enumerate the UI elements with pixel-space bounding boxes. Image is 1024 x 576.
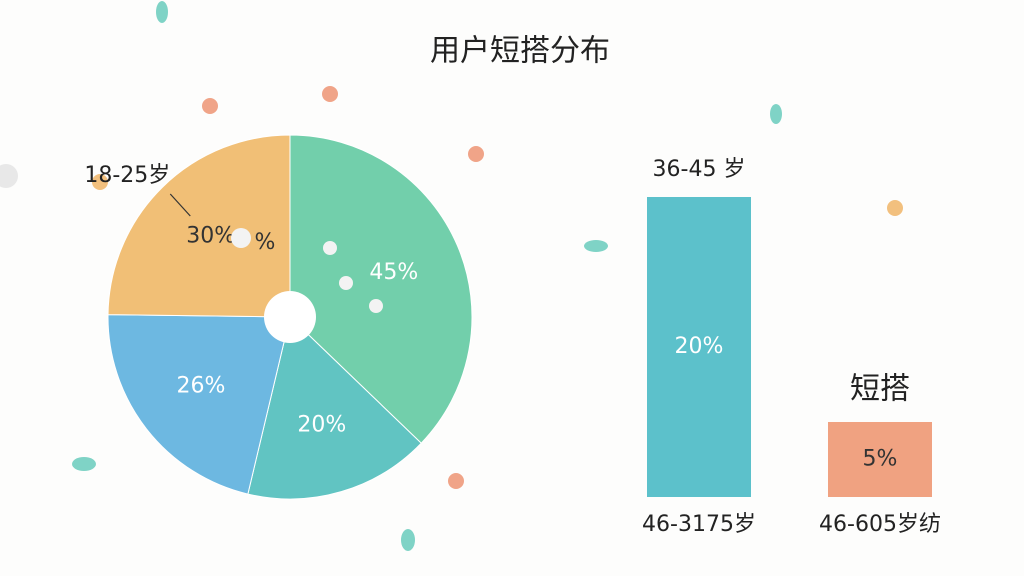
leader-line	[169, 193, 191, 217]
chart-title: 用户短搭分布	[430, 34, 610, 69]
bar	[647, 197, 751, 497]
decor-leaf	[770, 104, 782, 124]
value-label: 20%	[675, 334, 724, 359]
decor-dot	[369, 299, 383, 313]
pie-slice	[247, 316, 422, 500]
decor-dot	[92, 174, 108, 190]
bar-annotation: 36-45 岁	[653, 157, 746, 182]
decor-dot	[231, 228, 251, 248]
decor-dot	[339, 276, 353, 290]
decor-leaf	[156, 1, 168, 23]
decor-dot	[448, 473, 464, 489]
donut-hole	[264, 291, 316, 343]
decor-leaf	[584, 240, 608, 252]
decor-dot	[322, 86, 338, 102]
decor-leaf	[72, 457, 96, 471]
decor-dot	[202, 98, 218, 114]
value-label: 30%	[186, 224, 235, 249]
pie-slice	[107, 134, 291, 318]
decor-dot	[468, 146, 484, 162]
pie-slice	[289, 134, 473, 444]
bar	[828, 422, 932, 497]
value-label: 5%	[863, 447, 898, 472]
decor-dot	[887, 200, 903, 216]
value-label: 45%	[369, 260, 418, 285]
decor-leaf	[401, 529, 415, 551]
x-tick-label: 46-605岁纺	[819, 512, 941, 537]
bar-annotation: 短搭	[850, 372, 910, 407]
decoration	[0, 1, 903, 551]
pie-slice	[107, 314, 291, 495]
category-label: 18-25岁	[84, 163, 170, 188]
value-label: 26%	[177, 373, 226, 398]
annotation: %	[255, 230, 276, 255]
value-label: 20%	[297, 412, 346, 437]
x-tick-label: 46-3175岁	[642, 512, 756, 537]
decor-dot	[323, 241, 337, 255]
decor-dot	[0, 164, 18, 188]
